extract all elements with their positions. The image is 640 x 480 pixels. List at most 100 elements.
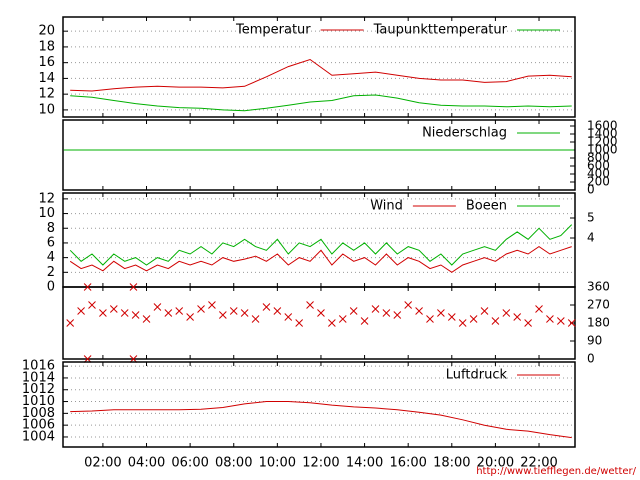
x-tick-label: 20:00: [477, 456, 514, 471]
y-tick-label: 12: [38, 191, 55, 206]
y2-tick-label: 4: [587, 231, 595, 245]
data-point: [99, 309, 107, 317]
data-point: [142, 315, 151, 323]
y-tick-label: 4: [47, 250, 55, 265]
y2-tick-label: 5: [587, 211, 595, 225]
data-point: [251, 315, 260, 323]
y-tick-label: 18: [38, 39, 55, 54]
panel-frame: [62, 361, 576, 448]
data-point: [535, 305, 543, 313]
x-tick-label: 12:00: [302, 456, 339, 471]
data-point: [393, 311, 402, 319]
y-tick-label: 1012: [22, 382, 55, 397]
data-point: [175, 307, 184, 315]
data-line: [70, 401, 572, 439]
y-tick-label: 10: [38, 102, 55, 117]
y-tick-label: 1016: [22, 359, 55, 374]
legend-label: Niederschlag: [422, 126, 507, 141]
data-point: [273, 307, 282, 315]
x-tick-label: 08:00: [215, 456, 252, 471]
x-tick-label: 02:00: [84, 456, 121, 471]
data-point: [404, 301, 413, 309]
data-point: [208, 301, 216, 309]
data-point: [502, 309, 511, 317]
y2-tick-label: 0: [587, 183, 595, 197]
data-point: [284, 313, 293, 321]
data-point: [186, 313, 194, 321]
y-tick-label: 1008: [22, 406, 55, 421]
y-tick-label: 16: [38, 55, 55, 70]
data-point: [229, 307, 238, 315]
data-line: [70, 94, 572, 112]
data-line: [69, 245, 572, 273]
data-point: [129, 283, 138, 291]
data-point: [524, 319, 532, 327]
x-tick-label: 10:00: [259, 456, 296, 471]
data-point: [349, 307, 358, 315]
data-point: [197, 305, 205, 313]
data-point: [109, 305, 118, 313]
x-tick-label: 04:00: [128, 456, 165, 471]
y2-tick-label: 0: [587, 352, 595, 366]
panel-frame: [62, 16, 576, 118]
y-tick-label: 20: [38, 24, 55, 39]
data-point: [567, 319, 576, 327]
y-tick-label: 6: [47, 235, 55, 250]
data-point: [88, 301, 96, 309]
data-point: [338, 315, 347, 323]
y-tick-label: 12: [38, 87, 55, 102]
data-point: [426, 315, 434, 323]
y2-tick-label: 270: [587, 298, 610, 312]
data-point: [317, 309, 325, 317]
x-tick-label: 14:00: [346, 456, 383, 471]
legend-label: Taupunkttemperatur: [373, 23, 508, 38]
y-tick-label: 1006: [22, 418, 55, 433]
data-line: [69, 224, 573, 266]
y2-tick-label: 600: [587, 159, 610, 173]
x-tick-label: 06:00: [171, 456, 208, 471]
x-tick-label: 22:00: [520, 456, 557, 471]
panel-frame: [62, 286, 576, 360]
y2-tick-label: 360: [587, 280, 610, 294]
y2-tick-label: 1000: [587, 143, 618, 157]
y-tick-label: 14: [38, 71, 55, 86]
data-point: [77, 307, 85, 315]
x-tick-label: 18:00: [433, 456, 470, 471]
data-point: [328, 319, 336, 327]
data-point: [371, 305, 380, 313]
y2-tick-label: 180: [587, 316, 610, 330]
legend-label: Luftdruck: [446, 368, 508, 383]
data-line: [70, 58, 572, 92]
y2-tick-label: 1200: [587, 135, 618, 149]
y-tick-label: 8: [47, 221, 55, 236]
data-point: [546, 315, 554, 323]
y-tick-label: 0: [47, 280, 55, 295]
data-point: [382, 309, 391, 317]
data-point: [83, 283, 92, 291]
legend-label: Temperatur: [235, 23, 311, 38]
data-point: [306, 301, 314, 309]
data-point: [120, 309, 129, 317]
data-point: [131, 311, 140, 319]
y-tick-label: 2: [47, 265, 55, 280]
y2-tick-label: 400: [587, 167, 610, 181]
data-point: [240, 309, 249, 317]
data-point: [360, 317, 369, 325]
x-tick-label: 16:00: [389, 456, 426, 471]
source-url: http://www.tiefflegen.de/wetter/: [476, 466, 636, 477]
data-point: [556, 317, 565, 325]
data-point: [295, 319, 304, 327]
y-tick-label: 1010: [22, 394, 55, 409]
data-point: [513, 313, 522, 321]
y2-tick-label: 1600: [587, 119, 618, 133]
y2-tick-label: 200: [587, 175, 610, 189]
data-point: [66, 319, 75, 327]
data-point: [480, 307, 489, 315]
data-point: [491, 317, 500, 325]
y2-tick-label: 90: [587, 334, 602, 348]
data-point: [164, 309, 173, 317]
data-point: [437, 309, 445, 317]
y2-tick-label: 1400: [587, 127, 618, 141]
y2-tick-label: 800: [587, 151, 610, 165]
